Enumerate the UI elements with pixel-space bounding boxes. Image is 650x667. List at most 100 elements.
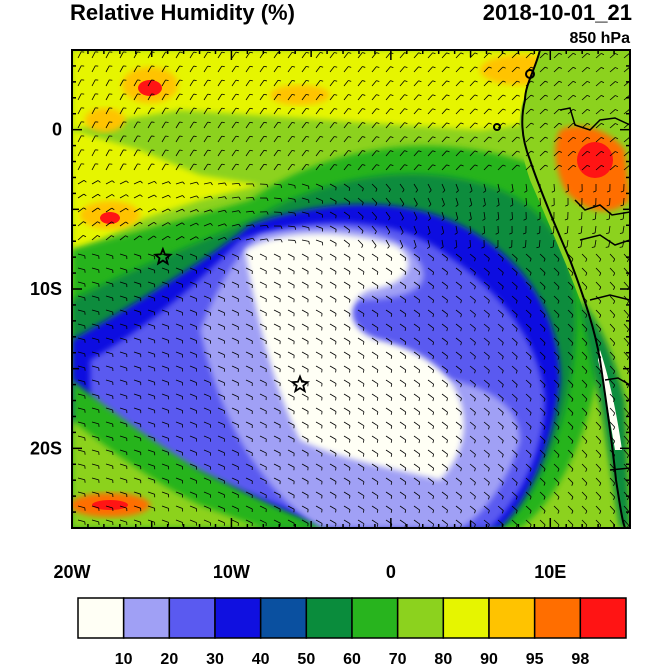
- wind-barb-flag: [599, 496, 602, 500]
- wind-barb: [511, 463, 518, 469]
- wind-barb-flag: [544, 66, 548, 69]
- wind-barb: [427, 407, 434, 413]
- wind-barb-flag: [543, 496, 546, 500]
- wind-barb: [371, 407, 379, 413]
- wind-barb: [301, 164, 307, 171]
- wind-barb-flag: [224, 182, 227, 186]
- wind-barb-flag: [401, 217, 404, 221]
- wind-barb-flag: [361, 244, 364, 248]
- wind-barb-flag: [571, 426, 574, 430]
- wind-barb: [329, 337, 337, 342]
- wind-barb: [161, 421, 169, 425]
- wind-barb-flag: [585, 440, 588, 444]
- wind-barb: [91, 309, 99, 313]
- wind-barb-flag: [488, 314, 490, 318]
- wind-barb-flag: [557, 454, 560, 458]
- wind-barb: [609, 323, 616, 330]
- wind-barb: [371, 183, 378, 190]
- wind-barb-flag: [249, 163, 253, 166]
- wind-barb: [539, 519, 546, 526]
- wind-barb: [427, 379, 434, 385]
- wind-barb: [245, 351, 253, 356]
- wind-barb: [217, 196, 225, 199]
- wind-barb-flag: [557, 342, 560, 346]
- wind-barb-flag: [320, 94, 324, 96]
- wind-barb-flag: [558, 122, 562, 125]
- wind-barb-flag: [488, 286, 490, 290]
- wind-barb: [623, 407, 629, 414]
- wind-barb: [413, 164, 419, 171]
- wind-barb-flag: [613, 342, 616, 347]
- wind-barb: [217, 309, 225, 314]
- wind-barb: [287, 505, 295, 510]
- wind-barb: [133, 449, 141, 453]
- wind-barb-flag: [585, 468, 588, 472]
- wind-barb: [413, 351, 420, 357]
- wind-barb: [259, 337, 267, 342]
- wind-barb: [511, 66, 518, 73]
- wind-barb: [343, 197, 350, 203]
- wind-barb: [105, 281, 113, 285]
- wind-barb: [189, 295, 197, 299]
- wind-barb: [371, 197, 378, 204]
- wind-barb: [273, 136, 279, 143]
- wind-barb: [217, 477, 225, 482]
- wind-barb: [105, 93, 110, 101]
- wind-barb-flag: [460, 108, 464, 111]
- wind-barb-flag: [571, 286, 574, 290]
- wind-barb: [371, 80, 377, 87]
- wind-barb: [259, 519, 267, 524]
- wind-barb: [581, 365, 588, 372]
- wind-barb: [511, 295, 518, 301]
- colorbar-swatch: [214, 597, 262, 639]
- wind-barb: [91, 51, 96, 59]
- wind-barb: [133, 365, 141, 369]
- wind-barb: [343, 337, 351, 342]
- colorbar-label: 10: [115, 651, 133, 667]
- axis-ticks: [71, 49, 631, 529]
- wind-barb-flag: [376, 341, 379, 345]
- wind-barb: [525, 281, 532, 288]
- wind-barb-flag: [601, 67, 605, 70]
- wind-barb: [553, 491, 560, 498]
- wind-barb: [245, 365, 253, 370]
- wind-barb-flag: [543, 356, 546, 360]
- wind-barb-flag: [168, 208, 171, 212]
- wind-barb: [189, 253, 197, 257]
- wind-barb: [301, 323, 309, 328]
- wind-barb-flag: [252, 238, 255, 241]
- wind-barb: [553, 365, 560, 372]
- wind-barb: [217, 463, 225, 468]
- wind-barb: [329, 183, 337, 188]
- wind-barb: [147, 107, 152, 115]
- wind-barb: [455, 94, 462, 101]
- wind-barb: [175, 236, 183, 241]
- wind-barb-flag: [620, 190, 624, 193]
- wind-barb: [91, 267, 99, 271]
- wind-barb-flag: [557, 370, 560, 374]
- wind-barb: [525, 505, 532, 512]
- wind-barb: [483, 505, 490, 511]
- wind-barb-flag: [390, 369, 393, 373]
- wind-barb: [455, 150, 462, 157]
- wind-barb-flag: [446, 356, 448, 360]
- wind-barb: [497, 379, 504, 385]
- wind-barb-flag: [181, 222, 185, 226]
- wind-barb-flag: [558, 66, 562, 69]
- wind-barb: [553, 323, 560, 330]
- wind-barb-flag: [599, 398, 602, 402]
- wind-barb: [581, 407, 588, 414]
- wind-barb: [133, 135, 138, 143]
- wind-barb: [427, 491, 434, 497]
- wind-barb: [385, 239, 390, 247]
- wind-barb: [147, 267, 155, 271]
- wind-barb-flag: [558, 164, 562, 167]
- wind-barb: [203, 182, 211, 185]
- wind-barb: [259, 150, 265, 157]
- wind-barb: [329, 94, 335, 101]
- wind-barb: [567, 351, 574, 358]
- wind-barb: [427, 253, 434, 259]
- wind-barb: [553, 80, 560, 87]
- wind-barb-flag: [585, 482, 588, 486]
- x-tick-label: 0: [386, 562, 396, 582]
